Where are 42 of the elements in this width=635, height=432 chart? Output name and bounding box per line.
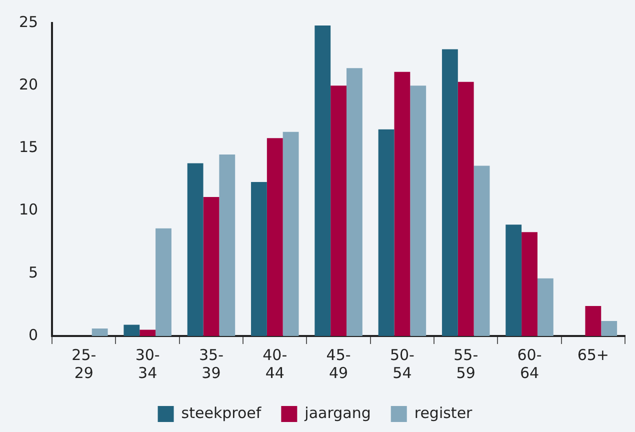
bar — [378, 129, 394, 336]
legend-label: jaargang — [304, 404, 371, 422]
bar — [219, 154, 236, 336]
bar — [522, 232, 538, 336]
bar — [156, 228, 172, 336]
x-tick-label: 40-44 — [262, 346, 288, 382]
bar — [506, 224, 522, 336]
x-tick-label: 45-49 — [326, 346, 351, 382]
bar — [330, 86, 346, 336]
x-tick-label: 55-59 — [454, 346, 478, 382]
bar — [203, 197, 220, 336]
x-tick-label: 60-64 — [517, 346, 542, 382]
bar — [346, 68, 362, 336]
y-tick-label: 15 — [18, 138, 38, 156]
x-tick-label: 30-34 — [135, 346, 160, 382]
bar — [140, 330, 156, 336]
bar — [394, 72, 410, 336]
bar — [442, 49, 458, 336]
bar — [124, 324, 140, 336]
bar — [314, 26, 331, 336]
bar — [601, 320, 618, 336]
y-tick-label: 0 — [28, 326, 38, 344]
x-tick-label: 35-39 — [198, 346, 224, 382]
x-tick-label: 25-29 — [72, 346, 96, 382]
bar — [537, 278, 554, 336]
bar — [187, 163, 204, 336]
y-tick-label: 20 — [18, 75, 38, 94]
legend-label: steekproef — [181, 404, 262, 422]
bar — [585, 306, 602, 336]
bar — [410, 86, 426, 336]
legend-label: register — [414, 404, 474, 422]
bar — [282, 132, 299, 336]
bar — [92, 328, 108, 336]
y-tick-label: 25 — [18, 12, 38, 31]
y-tick-label: 5 — [28, 263, 38, 282]
bar — [474, 166, 490, 336]
bar — [251, 182, 267, 336]
bar — [458, 82, 474, 336]
x-tick-label: 65+ — [577, 346, 609, 364]
x-tick-label: 50-54 — [390, 346, 414, 382]
y-tick-label: 10 — [18, 200, 38, 219]
bar — [266, 138, 283, 336]
